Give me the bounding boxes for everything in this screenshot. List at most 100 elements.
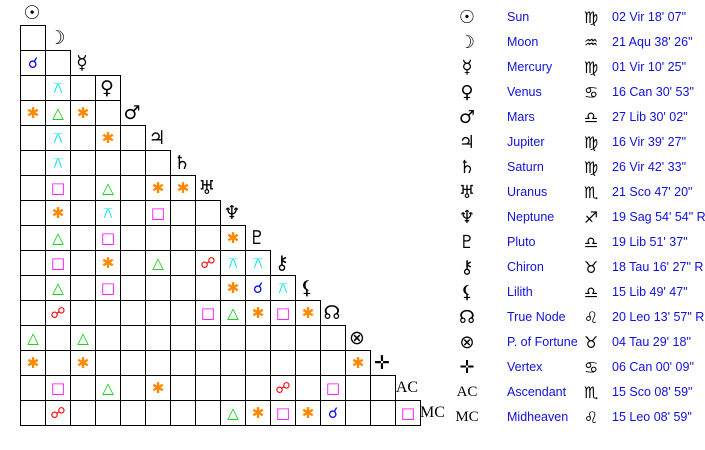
position-row: MC Midheaven ♌ 15 Leo 08' 59" [455, 405, 705, 430]
trine-icon: △ [27, 328, 39, 347]
aspect-cell: ✱ [245, 300, 271, 326]
uranus-icon: ♅ [458, 182, 476, 203]
aspect-cell [20, 75, 46, 101]
pluto-icon: ♇ [458, 232, 476, 253]
aspect-cell [70, 300, 96, 326]
body-position: 20 Leo 13' 57" R [612, 310, 705, 324]
aspect-cell [245, 350, 271, 376]
chiron-icon: ⚷ [275, 252, 289, 274]
body-position: 18 Tau 16' 27" R [612, 260, 704, 274]
aspect-cell [195, 200, 221, 226]
aspect-cell: □ [270, 400, 296, 426]
libra-icon: ♎ [583, 233, 599, 252]
virgo-icon: ♍ [583, 133, 599, 152]
quincunx-icon: ⚻ [228, 253, 238, 272]
aspect-cell [145, 150, 171, 176]
part-of-fortune-icon: ⊗ [349, 327, 365, 349]
aspect-cell [120, 400, 146, 426]
aspect-cell [245, 375, 271, 401]
aspect-cell [120, 325, 146, 351]
taurus-icon: ♉ [583, 258, 599, 277]
square-icon: □ [400, 403, 416, 422]
body-name: Mars [507, 110, 535, 124]
body-position: 15 Leo 08' 59" [612, 410, 692, 424]
aspect-cell: ✱ [20, 100, 46, 126]
aspect-cell: ✱ [220, 225, 246, 251]
body-position: 27 Lib 30' 02" [612, 110, 688, 124]
ascendant-icon: AC [456, 384, 478, 400]
aspect-cell [145, 400, 171, 426]
quincunx-icon: ⚻ [53, 128, 63, 147]
sextile-icon: ✱ [101, 253, 115, 272]
body-position: 26 Vir 42' 33" [612, 160, 687, 174]
aspect-cell [70, 225, 96, 251]
aspect-cell [195, 400, 221, 426]
aspect-cell: △ [220, 400, 246, 426]
aspect-cell: ✱ [220, 275, 246, 301]
aspect-cell [195, 350, 221, 376]
scorpio-icon: ♏ [583, 183, 599, 202]
aspect-cell [195, 275, 221, 301]
body-position: 06 Can 00' 09" [612, 360, 694, 374]
aspect-cell [170, 325, 196, 351]
aspect-cell: △ [95, 375, 121, 401]
aspect-cell: ✱ [345, 350, 371, 376]
aquarius-icon: ♒ [583, 33, 599, 52]
uranus-icon: ♅ [198, 177, 216, 199]
aspect-cell [45, 50, 71, 76]
sextile-icon: ✱ [76, 103, 90, 122]
conjunction-icon: ☌ [252, 278, 264, 297]
aspect-cell [20, 125, 46, 151]
aspect-cell [145, 325, 171, 351]
aspect-cell: □ [45, 375, 71, 401]
aspect-cell: ✱ [95, 250, 121, 276]
aspect-cell [45, 325, 71, 351]
aspect-cell [120, 175, 146, 201]
square-icon: □ [50, 253, 66, 272]
aspect-cell [120, 150, 146, 176]
sextile-icon: ✱ [301, 303, 315, 322]
aspect-cell [70, 275, 96, 301]
body-name: Moon [507, 35, 539, 49]
aspect-cell [170, 225, 196, 251]
aspect-cell: ✱ [70, 100, 96, 126]
sextile-icon: ✱ [176, 178, 190, 197]
aspect-cell [95, 300, 121, 326]
aspect-cell [70, 400, 96, 426]
position-row: ☉ Sun ♍ 02 Vir 18' 07" [455, 5, 705, 30]
body-name: Uranus [507, 185, 548, 199]
sextile-icon: ✱ [26, 353, 40, 372]
quincunx-icon: ⚻ [278, 278, 288, 297]
sextile-icon: ✱ [251, 303, 265, 322]
true-node-icon: ☊ [459, 307, 475, 328]
position-row: ☊ True Node ♌ 20 Leo 13' 57" R [455, 305, 705, 330]
aspect-cell [70, 150, 96, 176]
aspect-cell [20, 375, 46, 401]
aspect-cell [170, 250, 196, 276]
body-name: Pluto [507, 235, 536, 249]
square-icon: □ [150, 203, 166, 222]
aspect-cell: ⚻ [95, 200, 121, 226]
aspect-cell [195, 375, 221, 401]
chiron-icon: ⚷ [460, 257, 474, 278]
aspect-cell: □ [195, 300, 221, 326]
aspect-cell [95, 150, 121, 176]
sextile-icon: ✱ [76, 353, 90, 372]
aspect-cell: □ [145, 200, 171, 226]
aspect-cell [95, 350, 121, 376]
sextile-icon: ✱ [251, 403, 265, 422]
body-name: Midheaven [507, 410, 569, 424]
aspect-cell [120, 275, 146, 301]
trine-icon: △ [152, 253, 164, 272]
mars-icon: ♂ [458, 107, 476, 128]
sextile-icon: ✱ [351, 353, 365, 372]
moon-icon: ☽ [48, 27, 66, 49]
square-icon: □ [275, 303, 291, 322]
trine-icon: △ [227, 403, 239, 422]
body-name: Venus [507, 85, 542, 99]
libra-icon: ♎ [583, 283, 599, 302]
aspect-cell [245, 325, 271, 351]
aspect-cell [120, 200, 146, 226]
sagittarius-icon: ♐ [583, 208, 599, 227]
sun-icon: ☉ [458, 7, 476, 28]
